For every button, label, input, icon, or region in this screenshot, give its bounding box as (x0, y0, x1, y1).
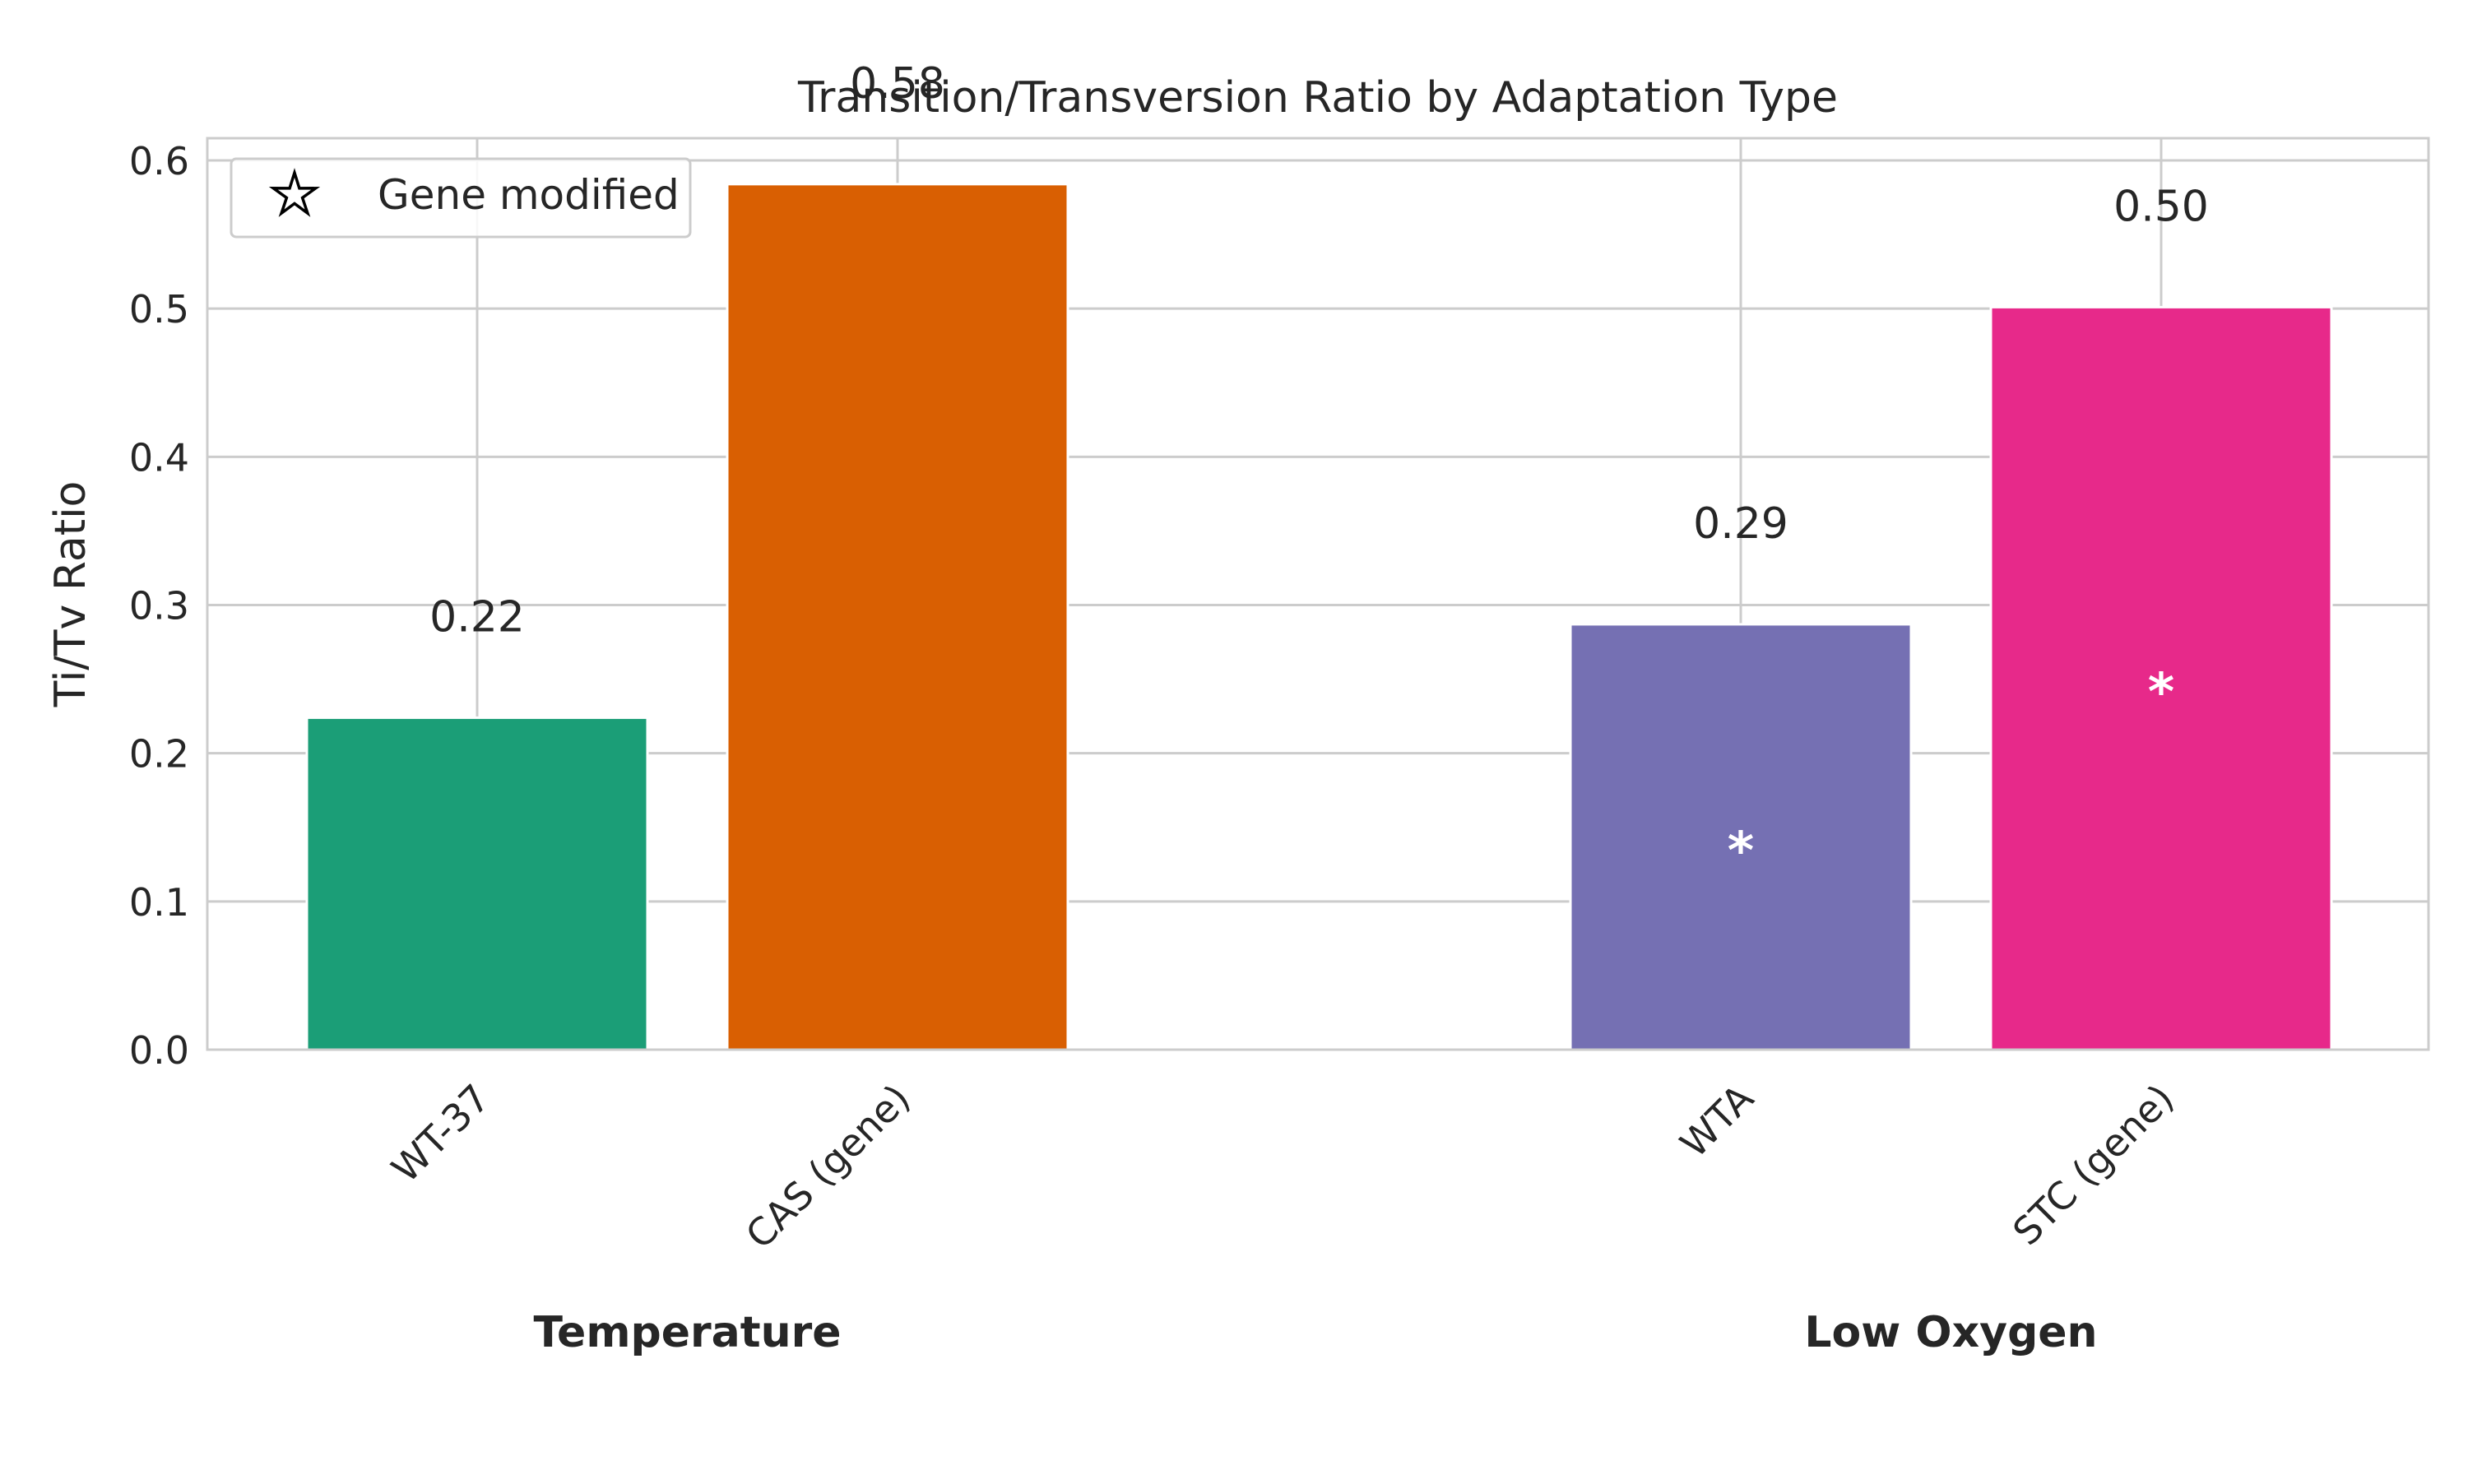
group-labels: Temperature Low Oxygen (533, 1308, 2097, 1357)
group-label: Temperature (533, 1308, 841, 1357)
star-outline-icon (268, 168, 321, 217)
y-tick-label: 0.4 (129, 435, 189, 480)
bar-4 (1989, 305, 2333, 1051)
gene-modified-marker: * (2148, 662, 2174, 722)
x-tick-label: WTA (1672, 1075, 1762, 1166)
y-tick-label: 0.2 (129, 732, 189, 777)
data-label: 0.22 (429, 592, 525, 642)
x-axis-ticks: WT-37 CAS (gene) WTA STC (gene) (383, 1075, 2182, 1257)
y-tick-label: 0.0 (129, 1028, 189, 1073)
bar-3 (1569, 623, 1913, 1051)
data-label: 0.58 (850, 59, 945, 109)
legend-frame (230, 157, 692, 239)
data-label: 0.50 (2113, 182, 2209, 231)
data-label: 0.29 (1693, 499, 1788, 549)
data-labels: 0.22 0.58 0.29 * 0.50 * (429, 59, 2209, 881)
y-tick-label: 0.1 (129, 880, 189, 925)
legend: Gene modified (230, 157, 692, 239)
bar-1 (305, 716, 649, 1051)
y-tick-label: 0.3 (129, 584, 189, 628)
bars (305, 183, 2333, 1051)
y-tick-label: 0.5 (129, 287, 189, 332)
bar-2 (726, 183, 1069, 1051)
legend-label: Gene modified (378, 171, 680, 219)
y-axis-label: Ti/Tv Ratio (46, 481, 95, 708)
y-tick-label: 0.6 (129, 139, 189, 183)
x-tick-label: CAS (gene) (737, 1076, 919, 1258)
x-tick-label: WT-37 (383, 1076, 498, 1191)
x-tick-label: STC (gene) (2004, 1076, 2183, 1254)
chart-title: Transition/Transversion Ratio by Adaptat… (797, 73, 1838, 123)
plot-frame (206, 137, 2430, 1051)
y-axis-ticks: 0.0 0.1 0.2 0.3 0.4 0.5 0.6 (129, 139, 189, 1073)
group-label: Low Oxygen (1804, 1308, 2097, 1357)
gene-modified-marker: * (1728, 820, 1754, 880)
